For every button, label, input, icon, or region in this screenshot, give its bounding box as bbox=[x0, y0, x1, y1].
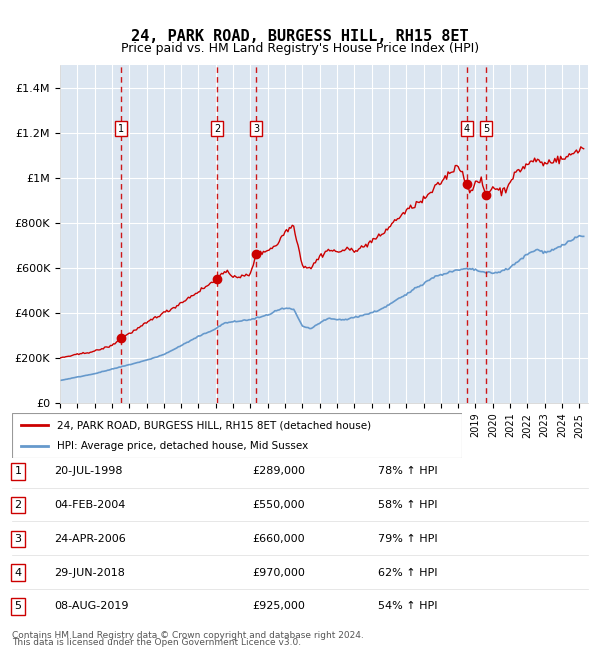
Text: 5: 5 bbox=[14, 601, 22, 612]
Text: 1: 1 bbox=[118, 124, 125, 133]
Text: £660,000: £660,000 bbox=[252, 534, 305, 544]
Text: Contains HM Land Registry data © Crown copyright and database right 2024.: Contains HM Land Registry data © Crown c… bbox=[12, 631, 364, 640]
Text: 78% ↑ HPI: 78% ↑ HPI bbox=[378, 466, 437, 476]
Text: 24, PARK ROAD, BURGESS HILL, RH15 8ET (detached house): 24, PARK ROAD, BURGESS HILL, RH15 8ET (d… bbox=[57, 421, 371, 430]
Text: 4: 4 bbox=[464, 124, 470, 133]
Text: £925,000: £925,000 bbox=[252, 601, 305, 612]
Text: £550,000: £550,000 bbox=[252, 500, 305, 510]
Text: 4: 4 bbox=[14, 567, 22, 578]
Text: £289,000: £289,000 bbox=[252, 466, 305, 476]
Text: 58% ↑ HPI: 58% ↑ HPI bbox=[378, 500, 437, 510]
Text: 04-FEB-2004: 04-FEB-2004 bbox=[54, 500, 125, 510]
Text: 2: 2 bbox=[14, 500, 22, 510]
Text: HPI: Average price, detached house, Mid Sussex: HPI: Average price, detached house, Mid … bbox=[57, 441, 308, 450]
Text: This data is licensed under the Open Government Licence v3.0.: This data is licensed under the Open Gov… bbox=[12, 638, 301, 647]
Text: Price paid vs. HM Land Registry's House Price Index (HPI): Price paid vs. HM Land Registry's House … bbox=[121, 42, 479, 55]
Text: 1: 1 bbox=[14, 466, 22, 476]
Text: 24, PARK ROAD, BURGESS HILL, RH15 8ET: 24, PARK ROAD, BURGESS HILL, RH15 8ET bbox=[131, 29, 469, 44]
Text: 5: 5 bbox=[483, 124, 489, 133]
Text: 79% ↑ HPI: 79% ↑ HPI bbox=[378, 534, 437, 544]
Text: 54% ↑ HPI: 54% ↑ HPI bbox=[378, 601, 437, 612]
Text: 3: 3 bbox=[14, 534, 22, 544]
Text: 08-AUG-2019: 08-AUG-2019 bbox=[54, 601, 128, 612]
Text: £970,000: £970,000 bbox=[252, 567, 305, 578]
Text: 2: 2 bbox=[214, 124, 220, 133]
Text: 24-APR-2006: 24-APR-2006 bbox=[54, 534, 126, 544]
Text: 20-JUL-1998: 20-JUL-1998 bbox=[54, 466, 122, 476]
Text: 3: 3 bbox=[253, 124, 259, 133]
Text: 62% ↑ HPI: 62% ↑ HPI bbox=[378, 567, 437, 578]
FancyBboxPatch shape bbox=[12, 413, 462, 458]
Text: 29-JUN-2018: 29-JUN-2018 bbox=[54, 567, 125, 578]
